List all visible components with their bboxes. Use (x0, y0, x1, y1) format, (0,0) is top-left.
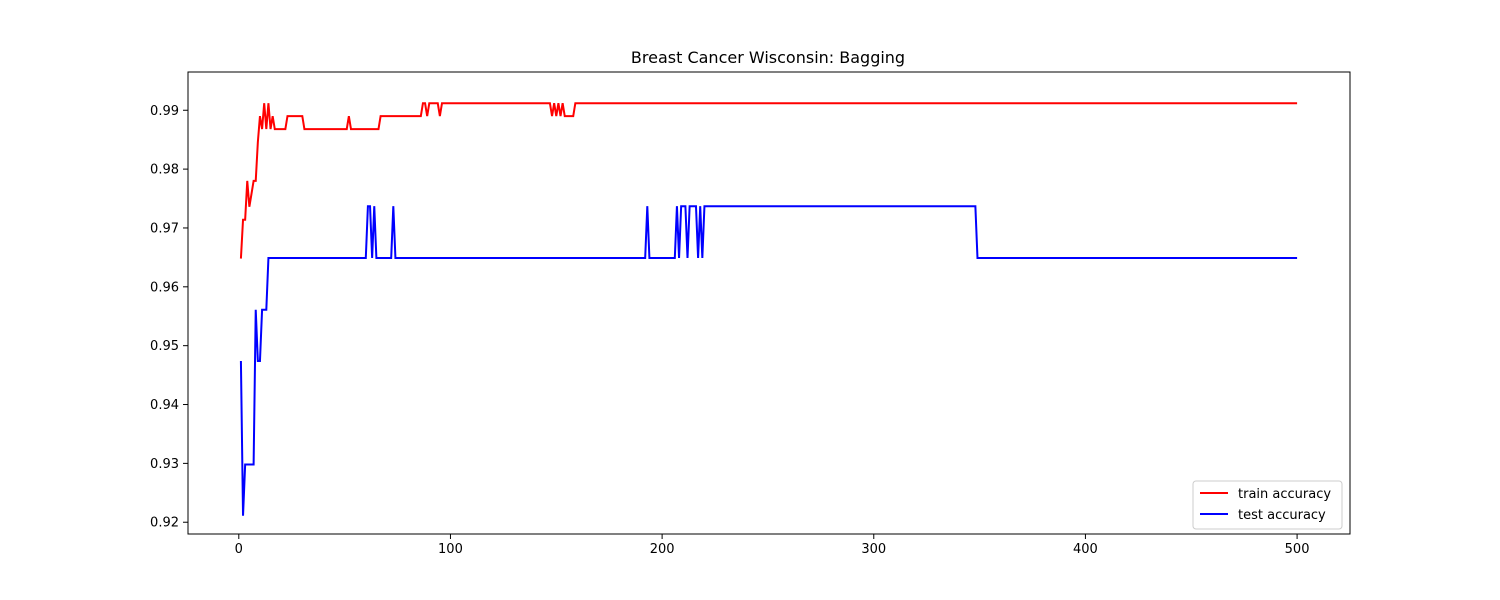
y-tick-label: 0.96 (150, 280, 179, 295)
axes: 0 100 200 300 400 500 0.92 0.93 0.94 0.95 0.96 0.97… (150, 71, 1351, 557)
y-tick-label: 0.97 (150, 221, 179, 236)
y-tick-label: 0.94 (150, 398, 179, 413)
x-tick-label: 300 (861, 542, 886, 557)
legend-label-test: test accuracy (1238, 508, 1326, 523)
x-tick-label: 200 (650, 542, 675, 557)
x-tick-label: 400 (1073, 542, 1098, 557)
y-tick-label: 0.95 (150, 339, 179, 354)
y-tick-label: 0.92 (150, 516, 179, 531)
series-line-test-accuracy (239, 205, 1298, 516)
y-tick-label: 0.98 (150, 163, 179, 178)
x-tick-label: 500 (1285, 542, 1310, 557)
legend: train accuracy test accuracy (1192, 480, 1343, 530)
legend-label-train: train accuracy (1238, 487, 1331, 502)
x-tick-label: 100 (438, 542, 463, 557)
axes-frame (187, 71, 1351, 535)
chart-title: Breast Cancer Wisconsin: Bagging (631, 48, 905, 67)
legend-box (1192, 480, 1343, 530)
y-tick-label: 0.93 (150, 457, 179, 472)
plot-area (239, 102, 1298, 516)
x-tick-label: 0 (235, 542, 243, 557)
y-tick-label: 0.99 (150, 104, 179, 119)
series-line-train-accuracy (239, 102, 1298, 259)
